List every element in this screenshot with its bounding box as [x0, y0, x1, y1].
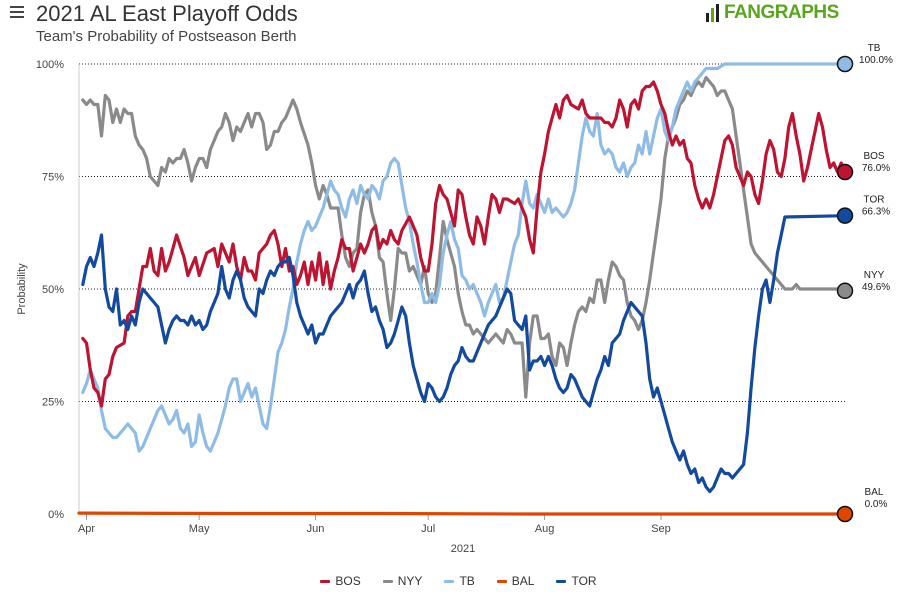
- legend-item-bos[interactable]: BOS: [320, 574, 361, 588]
- end-marker-bos: [836, 163, 854, 181]
- legend-label-bos: BOS: [335, 574, 361, 588]
- end-marker-nyy: [836, 282, 854, 300]
- y-tick-label-4: 100%: [36, 59, 64, 71]
- legend-item-nyy[interactable]: NYY: [382, 574, 423, 588]
- end-label-name-bal: BAL: [865, 487, 884, 498]
- end-label-value-tor: 66.3%: [862, 207, 890, 218]
- y-tick-label-3: 75%: [42, 172, 64, 184]
- y-tick-label-1: 25%: [42, 397, 64, 409]
- end-marker-tor: [836, 207, 854, 224]
- series-line-bos: [81, 80, 847, 408]
- end-label-name-tor: TOR: [864, 195, 885, 206]
- series-line-bal: [77, 511, 847, 516]
- x-tick-label-3: Jul: [421, 523, 435, 535]
- series-line-tb: [81, 62, 847, 453]
- menu-icon[interactable]: [10, 6, 24, 18]
- legend-label-tb: TB: [459, 574, 475, 588]
- x-tick-label-0: Apr: [78, 523, 95, 535]
- y-axis-label: Probability: [16, 263, 28, 315]
- legend-label-tor: TOR: [571, 574, 597, 588]
- bar-chart-logo-icon: [706, 4, 719, 22]
- x-tick-label-1: May: [189, 523, 210, 535]
- chart-title: 2021 AL East Playoff Odds: [36, 1, 298, 26]
- end-label-name-nyy: NYY: [864, 270, 885, 281]
- legend-item-tb[interactable]: TB: [444, 574, 475, 588]
- legend-swatch-bos: [320, 579, 331, 583]
- chart-subtitle: Team's Probability of Postseason Berth: [36, 28, 297, 45]
- legend: BOS NYY TB BAL TOR: [0, 574, 917, 588]
- end-label-value-tb: 100.0%: [859, 55, 893, 66]
- legend-swatch-nyy: [382, 579, 393, 583]
- y-tick-label-0: 0%: [48, 509, 64, 521]
- legend-label-bal: BAL: [511, 574, 535, 588]
- end-marker-bal: [836, 505, 854, 523]
- end-label-value-bos: 76.0%: [862, 163, 890, 174]
- line-chart: 0% 25% 50% 75% 100% Apr May Jun Jul Aug Sep 2021 Pro…: [16, 43, 893, 555]
- end-label-value-bal: 0.0%: [865, 499, 888, 510]
- fangraphs-logo[interactable]: FANGRAPHS: [706, 2, 839, 24]
- end-label-name-tb: TB: [868, 43, 881, 54]
- end-marker-tb: [836, 55, 854, 73]
- x-tick-label-2: Jun: [307, 523, 325, 535]
- series-line-nyy: [81, 75, 847, 399]
- x-axis-label: 2021: [451, 543, 475, 555]
- legend-swatch-bal: [496, 579, 507, 583]
- legend-item-tor[interactable]: TOR: [556, 574, 597, 588]
- end-label-name-bos: BOS: [863, 151, 884, 162]
- legend-swatch-tor: [556, 579, 567, 583]
- end-label-value-nyy: 49.6%: [862, 282, 890, 293]
- x-tick-label-4: Aug: [535, 523, 555, 535]
- legend-item-bal[interactable]: BAL: [496, 574, 535, 588]
- y-tick-label-2: 50%: [42, 284, 64, 296]
- logo-text: FANGRAPHS: [724, 2, 839, 23]
- series-line-tor: [81, 214, 847, 494]
- legend-swatch-tb: [444, 579, 455, 583]
- legend-label-nyy: NYY: [397, 574, 423, 588]
- x-tick-label-5: Sep: [651, 523, 671, 535]
